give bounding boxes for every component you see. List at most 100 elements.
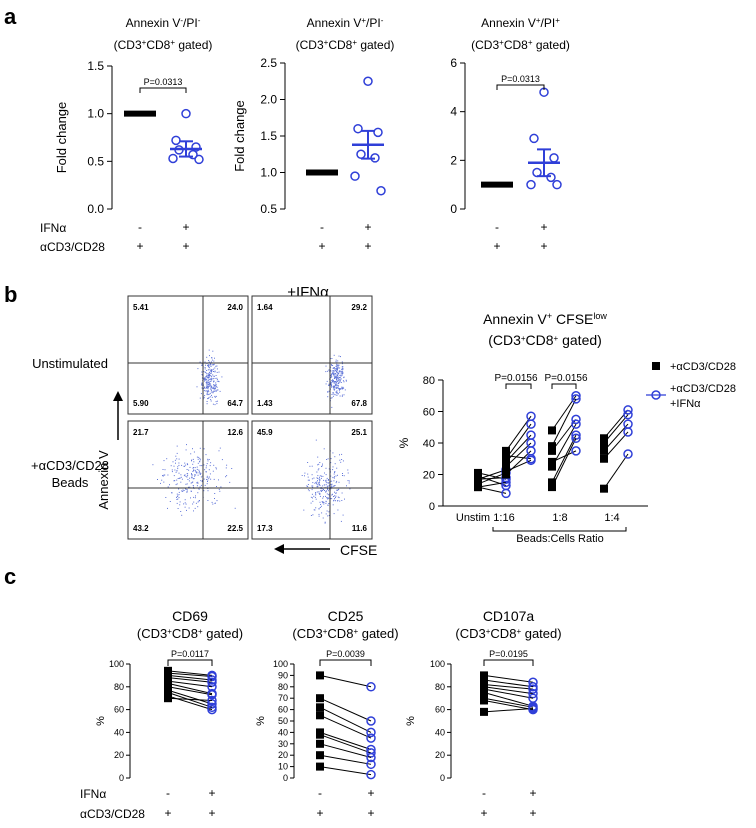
flow-event-dot	[190, 453, 192, 455]
flow-event-dot	[318, 463, 320, 465]
chart-annexin-cfse-low: Annexin V+ CFSElow(CD3+CD8+ gated)020406…	[397, 311, 736, 545]
flow-event-dot	[176, 483, 178, 485]
flow-event-dot	[212, 503, 214, 505]
flow-event-dot	[318, 515, 320, 517]
flow-event-dot	[208, 360, 210, 361]
y-tick-label: 0	[429, 501, 435, 513]
flow-event-dot	[306, 485, 308, 487]
flow-event-dot	[334, 377, 336, 379]
flow-event-dot	[217, 389, 219, 391]
control-marker	[480, 707, 488, 716]
flow-event-dot	[197, 462, 199, 464]
pair-line	[483, 679, 534, 688]
y-tick-label: 0	[440, 773, 445, 783]
flow-event-dot	[336, 394, 338, 396]
chart-subtitle: (CD3+CD8+ gated)	[455, 626, 561, 641]
significance-bracket	[319, 659, 372, 666]
treatment-row-labels-c: IFNα αCD3/CD28	[80, 787, 145, 821]
flow-event-dot	[169, 484, 170, 486]
flow-event-dot	[206, 377, 208, 379]
flow-event-dot	[181, 514, 183, 516]
flow-event-dot	[320, 505, 322, 507]
flow-event-dot	[211, 357, 213, 359]
flow-event-dot	[328, 488, 330, 490]
flow-event-dot	[204, 378, 206, 380]
flow-event-dot	[323, 496, 324, 498]
flow-event-dot	[191, 460, 192, 462]
flow-event-dot	[341, 368, 343, 370]
flow-event-dot	[318, 508, 320, 510]
flow-event-dot	[209, 379, 211, 381]
flow-event-dot	[328, 468, 330, 470]
flow-event-dot	[192, 448, 193, 450]
chart-subtitle: (CD3+CD8+ gated)	[471, 38, 570, 53]
flow-event-dot	[213, 381, 215, 383]
ifn-marker	[366, 752, 376, 763]
cd3-sign: +	[540, 239, 547, 253]
flow-event-dot	[344, 498, 345, 500]
flow-event-dot	[201, 371, 203, 373]
flow-event-dot	[188, 507, 190, 509]
flow-event-dot	[193, 496, 195, 498]
control-marker	[316, 711, 324, 720]
flow-event-dot	[334, 382, 336, 384]
flow-event-dot	[211, 394, 212, 396]
flow-event-dot	[343, 475, 345, 477]
y-tick-label: 40	[435, 727, 445, 737]
flow-event-dot	[218, 488, 220, 490]
flow-event-dot	[214, 357, 215, 359]
flow-event-dot	[215, 383, 217, 385]
flow-event-dot	[335, 500, 336, 502]
flow-event-dot	[331, 386, 333, 388]
flow-event-dot	[338, 481, 340, 483]
flow-event-dot	[330, 376, 332, 378]
flow-event-dot	[208, 364, 210, 366]
flow-event-dot	[208, 382, 209, 384]
y-tick-label: 1.5	[260, 129, 277, 143]
flow-event-dot	[338, 388, 340, 390]
flow-event-dot	[206, 382, 208, 384]
flow-event-dot	[210, 399, 212, 401]
flow-event-dot	[209, 388, 211, 390]
y-axis-label: %	[95, 716, 107, 726]
flow-event-dot	[193, 478, 195, 480]
flow-event-dot	[325, 491, 327, 492]
flow-event-dot	[177, 498, 179, 500]
control-marker	[548, 442, 556, 451]
flow-event-dot	[333, 385, 335, 387]
flow-event-dot	[167, 486, 169, 488]
flow-event-dot	[315, 493, 317, 495]
pair-line	[603, 431, 629, 460]
chart-subtitle-sup2: +	[198, 627, 203, 636]
flow-event-dot	[326, 493, 328, 495]
chart-subtitle-sup1: +	[499, 38, 504, 47]
flow-event-dot	[209, 372, 211, 374]
flow-event-dot	[313, 509, 315, 511]
flow-event-dot	[312, 514, 314, 516]
flow-event-dot	[327, 488, 329, 490]
flow-event-dot	[334, 370, 336, 371]
ifn-sign: -	[166, 786, 170, 800]
flow-event-dot	[336, 364, 338, 366]
flow-event-dot	[316, 481, 318, 483]
flow-event-dot	[209, 355, 210, 357]
flow-event-dot	[204, 380, 206, 382]
y-tick-label: 20	[278, 750, 288, 760]
flow-event-dot	[342, 369, 344, 370]
flow-event-dot	[205, 467, 207, 469]
flow-event-dot	[330, 484, 332, 486]
flow-event-dot	[178, 472, 180, 474]
y-axis-label: Fold change	[232, 100, 247, 172]
flow-event-dot	[314, 509, 316, 511]
flow-event-dot	[207, 380, 209, 382]
flow-event-dot	[216, 378, 218, 380]
flow-event-dot	[209, 393, 211, 395]
cd3-sign: +	[480, 806, 487, 820]
flow-event-dot	[195, 502, 197, 504]
flow-event-dot	[216, 389, 218, 391]
flow-event-dot	[204, 361, 206, 363]
flow-event-dot	[315, 492, 317, 493]
flow-event-dot	[328, 383, 330, 385]
flow-event-dot	[325, 371, 327, 373]
y-tick-label: 2	[450, 153, 457, 167]
